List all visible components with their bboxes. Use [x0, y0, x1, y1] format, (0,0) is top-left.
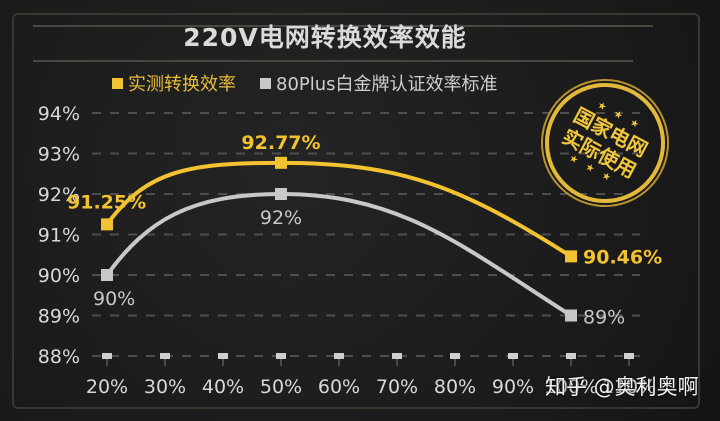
data-labels: 91.25% 92.77% 90.46% 90% 92% 89%	[67, 132, 662, 329]
x-tick-marker	[624, 353, 634, 359]
chart-title: 220V电网转换效率效能	[183, 23, 467, 52]
legend: 实测转换效率 80Plus白金牌认证效率标准	[112, 70, 498, 96]
x-tick-marker	[566, 353, 576, 359]
data-point	[275, 156, 287, 169]
grid-lines	[92, 112, 640, 357]
x-tick-label: 50%	[260, 376, 302, 398]
data-label: 91.25%	[67, 191, 146, 213]
data-label: 90%	[93, 288, 135, 310]
y-tick-label: 88%	[38, 346, 80, 368]
x-tick-label: 20%	[86, 376, 128, 398]
title-top-rule	[33, 25, 653, 27]
legend-swatch-measured	[112, 77, 123, 89]
legend-item-measured: 实测转换效率	[112, 70, 236, 96]
data-point	[101, 218, 113, 231]
x-tick-label: 30%	[144, 376, 186, 398]
x-tick-marker	[102, 353, 112, 359]
chart-frame	[12, 13, 700, 409]
y-tick-label: 92%	[38, 184, 80, 206]
data-point	[565, 250, 577, 263]
legend-label-measured: 实测转换效率	[128, 74, 236, 95]
y-axis-ticks: 94% 93% 92% 91% 90% 89% 88%	[38, 103, 80, 368]
x-tick-label: 110%	[602, 376, 656, 398]
x-tick-marker	[276, 353, 286, 359]
x-tick-marker	[508, 353, 518, 359]
data-point	[101, 269, 113, 281]
x-tick-label: 80%	[434, 376, 476, 398]
title-bottom-rule	[33, 60, 633, 62]
y-tick-label: 94%	[38, 103, 80, 125]
x-tick-label: 90%	[492, 376, 534, 398]
x-tick-marker	[450, 353, 460, 359]
legend-item-standard: 80Plus白金牌认证效率标准	[260, 70, 498, 96]
data-label: 90.46%	[583, 246, 662, 268]
x-tick-marker	[334, 353, 344, 359]
legend-label-standard: 80Plus白金牌认证效率标准	[276, 74, 498, 95]
series-line-0	[105, 160, 573, 259]
series-lines	[101, 156, 577, 322]
y-tick-label: 90%	[38, 265, 80, 287]
data-label: 89%	[583, 307, 625, 329]
x-tick-label: 40%	[202, 376, 244, 398]
y-tick-label: 89%	[38, 306, 80, 328]
x-tick-label: 100%	[544, 376, 598, 398]
watermark: 知乎 @奥利奥啊	[545, 375, 699, 399]
x-tick-label: 60%	[318, 376, 360, 398]
y-tick-label: 91%	[38, 225, 80, 247]
x-tick-marker	[218, 353, 228, 359]
series-line-1	[105, 191, 573, 318]
data-point	[275, 188, 287, 200]
x-axis-ticks: 20% 30% 40% 50% 60% 70% 80% 90% 100% 110%	[86, 353, 656, 398]
data-point	[565, 309, 577, 322]
data-label: 92.77%	[241, 132, 320, 154]
data-label: 92%	[260, 207, 302, 229]
x-tick-marker	[392, 353, 402, 359]
x-tick-marker	[160, 353, 170, 359]
legend-swatch-standard	[260, 77, 271, 89]
y-tick-label: 93%	[38, 144, 80, 166]
x-tick-label: 70%	[376, 376, 418, 398]
